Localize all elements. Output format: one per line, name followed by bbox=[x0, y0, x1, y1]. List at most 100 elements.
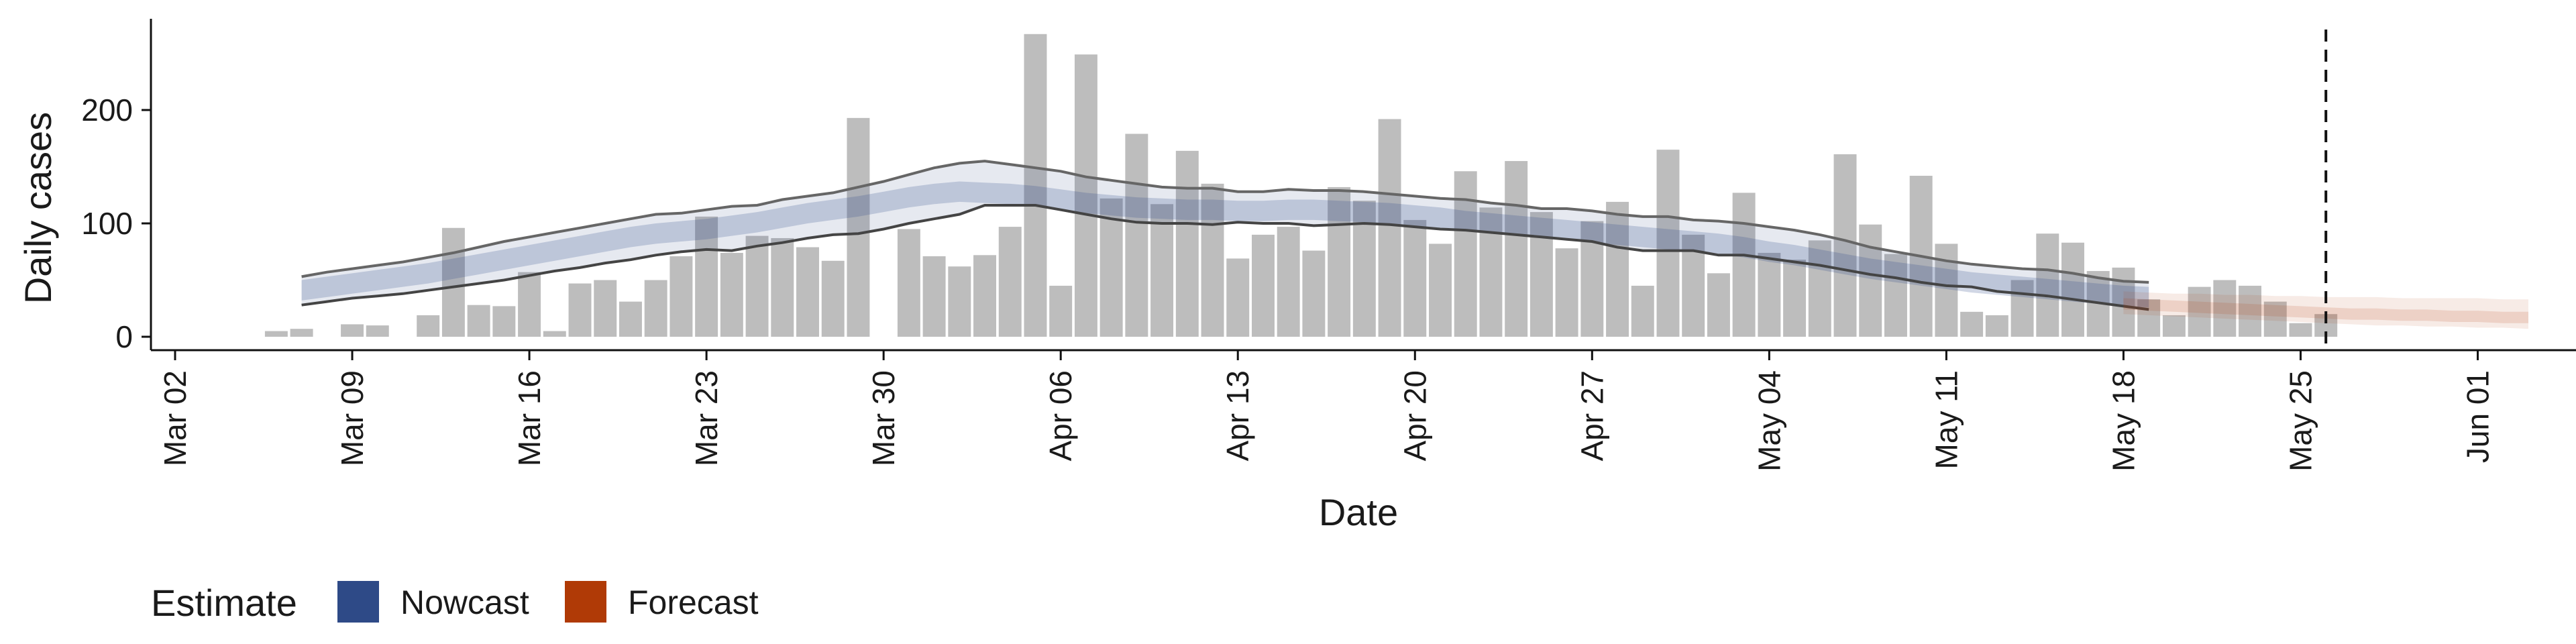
bar bbox=[1833, 154, 1857, 337]
bar bbox=[1024, 34, 1047, 337]
bar bbox=[492, 306, 516, 337]
bar bbox=[366, 325, 389, 337]
x-tick-label: May 25 bbox=[2283, 370, 2318, 472]
bar bbox=[1859, 224, 1882, 337]
bar bbox=[2289, 323, 2312, 337]
bar bbox=[1505, 161, 1528, 337]
bar bbox=[1328, 186, 1351, 337]
bar bbox=[341, 324, 364, 337]
bar bbox=[619, 301, 642, 337]
bar bbox=[695, 216, 718, 337]
bar bbox=[1606, 201, 1629, 337]
bar bbox=[2162, 315, 2186, 337]
y-tick-label: 0 bbox=[115, 319, 133, 354]
x-tick-label: May 04 bbox=[1752, 370, 1786, 472]
bar bbox=[1707, 273, 1730, 337]
bar bbox=[1479, 207, 1503, 337]
bar bbox=[441, 227, 465, 337]
bar bbox=[2036, 233, 2059, 337]
nowcast-interval-50 bbox=[301, 181, 2149, 308]
bar bbox=[1251, 234, 1275, 337]
x-axis-title: Date bbox=[1319, 491, 1398, 533]
bar bbox=[1277, 227, 1300, 337]
bar bbox=[467, 305, 490, 337]
bar bbox=[1808, 240, 1831, 337]
bar bbox=[973, 255, 997, 337]
nowcast-upper-line bbox=[301, 160, 2149, 284]
x-tick-label: Jun 01 bbox=[2461, 370, 2496, 463]
bar bbox=[1175, 150, 1199, 337]
bar bbox=[1403, 219, 1427, 337]
legend-label-forecast: Forecast bbox=[628, 584, 759, 621]
bar bbox=[897, 229, 920, 337]
x-tick-label: Mar 16 bbox=[512, 370, 547, 466]
x-tick-label: Apr 13 bbox=[1220, 370, 1255, 462]
bar bbox=[1631, 285, 1654, 337]
y-ticks: 0 100 200 bbox=[81, 93, 151, 354]
bar bbox=[1732, 193, 1756, 337]
bar bbox=[417, 315, 440, 337]
bar bbox=[1529, 212, 1553, 337]
bar bbox=[264, 331, 288, 337]
bar bbox=[1555, 248, 1578, 337]
nowcast-lower-line bbox=[301, 204, 2149, 311]
x-tick-label: Apr 27 bbox=[1574, 370, 1609, 462]
ribbons-layer bbox=[301, 160, 2528, 329]
bar bbox=[2010, 280, 2034, 337]
bar bbox=[1226, 258, 1250, 337]
forecast-interval-outer bbox=[2123, 291, 2528, 329]
bar bbox=[1125, 133, 1148, 337]
bar bbox=[1429, 244, 1452, 337]
bar bbox=[1884, 254, 1907, 337]
bar bbox=[1960, 311, 1984, 337]
bar bbox=[2137, 299, 2161, 337]
y-tick-label: 100 bbox=[81, 206, 133, 241]
legend-swatch-nowcast bbox=[337, 581, 379, 623]
bar bbox=[771, 237, 794, 337]
bar bbox=[1783, 260, 1807, 337]
bar bbox=[1201, 183, 1224, 337]
bar bbox=[1049, 285, 1073, 337]
bar bbox=[2263, 301, 2287, 337]
bar bbox=[290, 329, 313, 337]
y-tick-label: 200 bbox=[81, 93, 133, 127]
bar bbox=[1074, 54, 1097, 337]
bar bbox=[568, 283, 592, 337]
bar bbox=[1454, 171, 1477, 337]
x-tick-label: Mar 30 bbox=[866, 370, 901, 466]
bar bbox=[1378, 119, 1401, 337]
forecast-interval-inner bbox=[2123, 298, 2528, 323]
bar bbox=[1985, 315, 2008, 337]
bar bbox=[2239, 285, 2262, 337]
bar bbox=[594, 280, 617, 337]
bar bbox=[998, 227, 1022, 337]
x-tick-label: Apr 06 bbox=[1043, 370, 1078, 462]
legend: Estimate Nowcast Forecast bbox=[151, 581, 759, 624]
x-tick-label: Mar 09 bbox=[335, 370, 370, 466]
bar bbox=[922, 256, 946, 337]
bar bbox=[1935, 244, 1958, 337]
bar bbox=[1656, 150, 1680, 337]
legend-title: Estimate bbox=[151, 582, 297, 624]
x-tick-label: Mar 23 bbox=[689, 370, 724, 466]
bar bbox=[1099, 198, 1123, 337]
bar bbox=[518, 272, 541, 337]
bar bbox=[2188, 286, 2211, 337]
x-tick-label: Mar 02 bbox=[158, 370, 193, 466]
x-tick-label: May 18 bbox=[2106, 370, 2141, 472]
legend-label-nowcast: Nowcast bbox=[400, 584, 529, 621]
y-axis-title: Daily cases bbox=[17, 112, 59, 304]
bar bbox=[2061, 242, 2084, 337]
bar bbox=[669, 256, 693, 337]
x-tick-label: Apr 20 bbox=[1397, 370, 1432, 462]
bar bbox=[543, 331, 566, 337]
bar bbox=[644, 280, 667, 337]
bar bbox=[821, 260, 845, 337]
bar bbox=[1758, 252, 1781, 337]
x-tick-label: May 11 bbox=[1929, 370, 1964, 469]
bar bbox=[1150, 204, 1174, 337]
bar bbox=[2213, 280, 2237, 337]
bar bbox=[847, 117, 870, 337]
bar bbox=[1302, 250, 1326, 337]
